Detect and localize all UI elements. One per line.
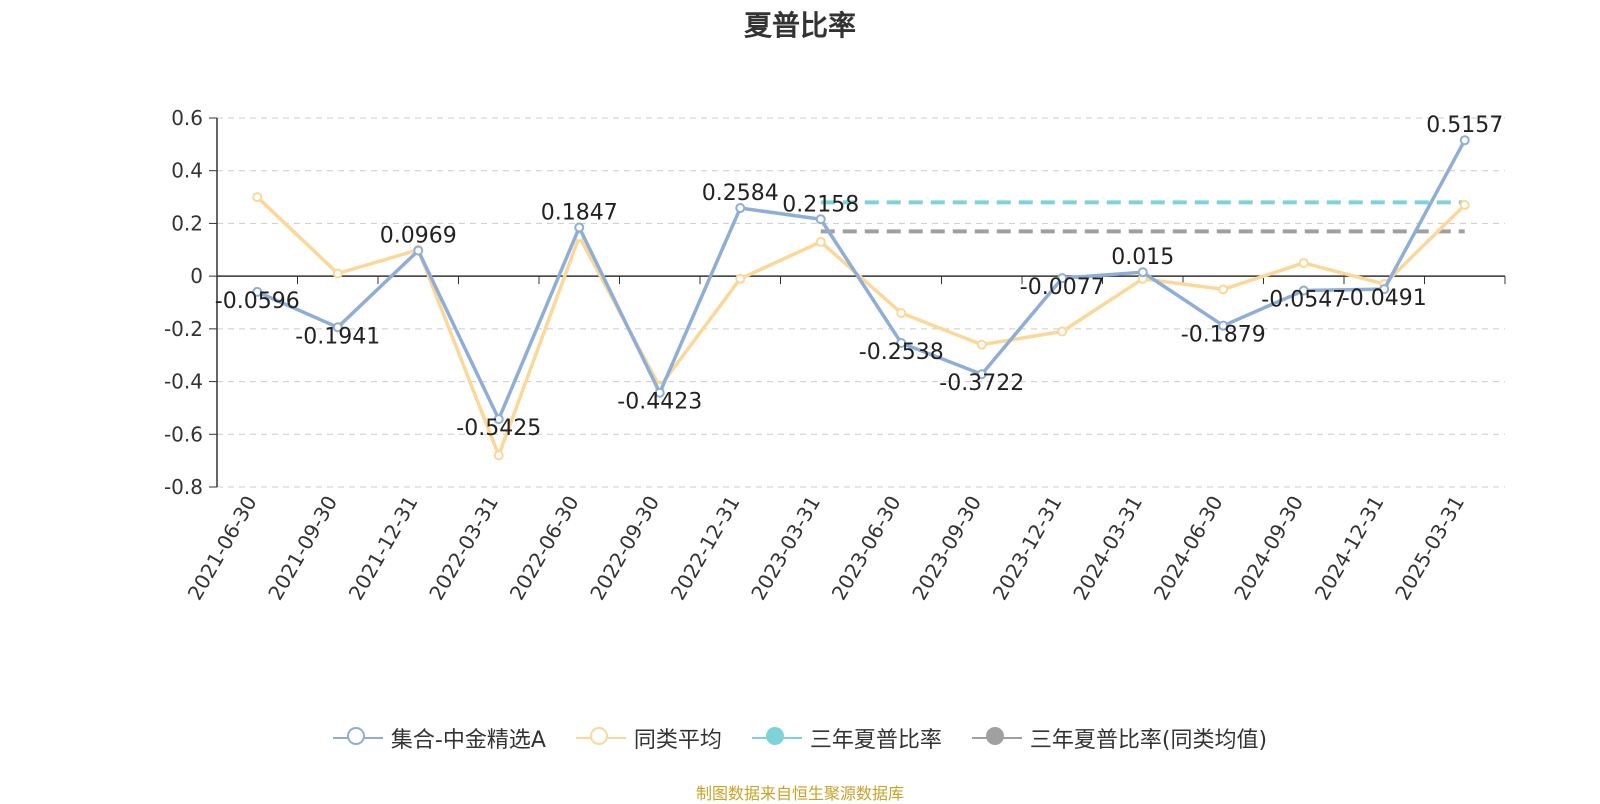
x-tick-label: 2022-09-30 — [585, 492, 664, 605]
data-point-fund — [654, 387, 665, 398]
x-tick-label: 2025-03-31 — [1390, 492, 1469, 605]
data-point-peer-average — [1218, 284, 1229, 295]
x-tick-label: 2021-06-30 — [183, 492, 262, 605]
data-label: -0.0077 — [1020, 275, 1105, 300]
data-point-peer-average — [493, 450, 504, 461]
x-tick-label: 2022-03-31 — [424, 492, 503, 605]
chart-title: 夏普比率 — [743, 9, 856, 42]
data-label: 0.1847 — [541, 200, 618, 225]
x-tick-label: 2024-09-30 — [1229, 492, 1308, 605]
legend-label-three-year-sharpe: 三年夏普比率 — [809, 728, 942, 753]
data-point-peer-average — [1298, 257, 1309, 268]
x-tick-label: 2024-03-31 — [1068, 492, 1147, 605]
x-tick-label: 2021-09-30 — [263, 492, 342, 605]
data-point-fund — [815, 214, 826, 225]
data-point-peer-average — [735, 273, 746, 284]
x-tick-label: 2024-06-30 — [1149, 492, 1228, 605]
y-tick-label: 0.4 — [171, 159, 203, 183]
data-label: -0.3722 — [939, 371, 1024, 396]
data-point-fund — [1137, 267, 1148, 278]
data-source-note: 制图数据来自恒生聚源数据库 — [695, 784, 904, 803]
data-point-peer-average — [252, 192, 263, 203]
legend-swatch-peer-average-icon — [575, 726, 626, 750]
x-tick-label: 2024-12-31 — [1310, 492, 1389, 605]
data-point-fund — [1298, 285, 1309, 296]
legend-item-peer-average[interactable]: 同类平均 — [575, 722, 722, 754]
legend-swatch-three-year-sharpe-icon — [751, 726, 802, 750]
legend-item-three-year-sharpe-peer[interactable]: 三年夏普比率(同类均值) — [971, 722, 1268, 754]
y-tick-label: 0 — [190, 264, 203, 288]
legend-label-three-year-sharpe-peer: 三年夏普比率(同类均值) — [1029, 728, 1268, 753]
x-tick-label: 2022-06-30 — [505, 492, 584, 605]
y-tick-label: -0.4 — [164, 370, 203, 394]
data-point-fund — [493, 414, 504, 425]
legend-label-fund: 集合-中金精选A — [390, 728, 546, 753]
data-point-peer-average — [332, 268, 343, 279]
y-tick-label: 0.2 — [171, 211, 203, 235]
data-point-peer-average — [896, 308, 907, 319]
data-label: 0.0969 — [380, 224, 457, 249]
data-point-peer-average — [1057, 326, 1068, 337]
data-point-fund — [896, 338, 907, 349]
data-label: 0.2584 — [702, 181, 779, 206]
series-line-fund — [256, 139, 1467, 421]
data-point-peer-average — [976, 339, 987, 350]
data-point-fund — [1218, 320, 1229, 331]
data-point-fund — [413, 245, 424, 256]
data-label: 0.2158 — [782, 192, 859, 217]
data-point-fund — [252, 286, 263, 297]
data-point-fund — [1379, 284, 1390, 295]
data-label: -0.0491 — [1342, 286, 1427, 311]
data-point-fund — [1057, 273, 1068, 284]
data-point-fund — [332, 322, 343, 333]
x-tick-label: 2023-09-30 — [907, 492, 986, 605]
data-label: -0.0596 — [215, 289, 300, 314]
y-tick-label: -0.2 — [164, 317, 203, 341]
legend-swatch-three-year-sharpe-peer-icon — [971, 726, 1022, 750]
x-tick-label: 2022-12-31 — [666, 492, 745, 605]
data-point-fund — [1459, 135, 1470, 146]
x-tick-label: 2023-03-31 — [746, 492, 825, 605]
x-tick-label: 2023-12-31 — [988, 492, 1067, 605]
data-point-fund — [574, 222, 585, 233]
data-label: -0.0547 — [1261, 288, 1346, 313]
x-tick-label: 2023-06-30 — [827, 492, 906, 605]
data-label: 0.5157 — [1426, 113, 1503, 138]
data-point-fund — [976, 369, 987, 380]
data-label: -0.2538 — [859, 340, 944, 365]
y-tick-label: 0.6 — [171, 106, 203, 130]
data-label: -0.1879 — [1181, 323, 1266, 348]
data-point-fund — [735, 203, 746, 214]
y-tick-label: -0.8 — [164, 475, 203, 499]
legend-swatch-fund-icon — [332, 726, 383, 750]
data-label: 0.015 — [1111, 245, 1174, 270]
data-label: -0.1941 — [295, 324, 380, 349]
data-point-peer-average — [1459, 199, 1470, 210]
data-label: -0.5425 — [456, 416, 541, 441]
y-tick-label: -0.6 — [164, 422, 203, 446]
data-label: -0.4423 — [617, 390, 702, 415]
chart-legend: 集合-中金精选A 同类平均 三年夏普比率 三年夏普比率(同类均值) — [0, 722, 1600, 754]
legend-item-three-year-sharpe[interactable]: 三年夏普比率 — [751, 722, 942, 754]
legend-label-peer-average: 同类平均 — [633, 728, 722, 753]
x-tick-label: 2021-12-31 — [344, 492, 423, 605]
legend-item-fund[interactable]: 集合-中金精选A — [332, 722, 546, 754]
series-line-peer-average — [256, 195, 1466, 458]
data-point-peer-average — [815, 236, 826, 247]
